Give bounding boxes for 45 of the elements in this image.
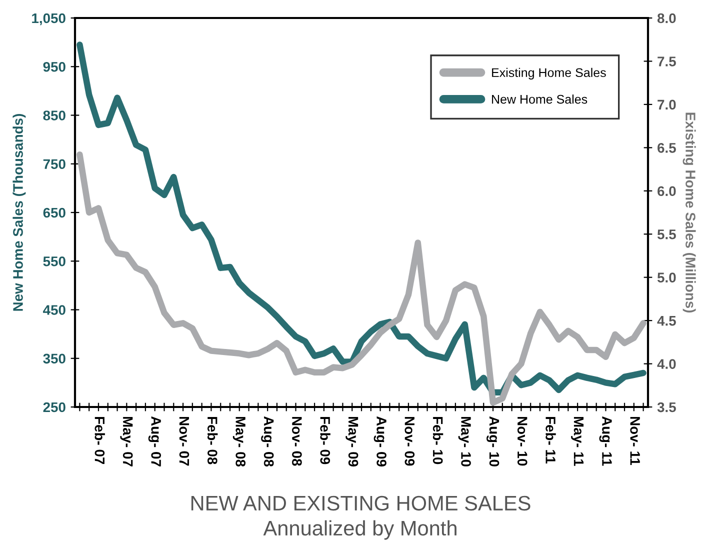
x-tick-label: Aug- 10 xyxy=(486,416,500,466)
text: Annualized by Month xyxy=(263,520,456,540)
x-tick-label: May- 07 xyxy=(120,416,133,466)
x-tick-label: Feb- 09 xyxy=(320,416,330,464)
y-tick-label: 650 xyxy=(43,208,66,218)
legend-label: New Home Sales xyxy=(492,94,588,104)
x-tick-label: Aug- 08 xyxy=(261,416,274,467)
x-tick-label: May- 11 xyxy=(571,416,584,466)
y-tick-label: 450 xyxy=(43,305,66,315)
y2-tick-label: 7.0 xyxy=(658,100,676,110)
y2-tick-label: 5.5 xyxy=(657,230,676,240)
x-tick-label: Feb- 11 xyxy=(546,416,556,464)
x-tick-label: May- 10 xyxy=(458,416,471,466)
y-tick-label: 350 xyxy=(43,354,66,364)
y2-axis-title: Existing Home Sales (Millions) xyxy=(682,112,696,313)
y-tick-label: 550 xyxy=(43,256,66,266)
x-tick-label: May- 08 xyxy=(232,416,246,467)
y2-tick-label: 7.5 xyxy=(658,56,676,66)
y2-tick-label: 3.5 xyxy=(657,402,676,412)
x-tick-label: Aug- 09 xyxy=(374,416,386,466)
y-tick-label: 750 xyxy=(43,159,66,170)
y2-tick-label: 4.5 xyxy=(657,316,676,326)
x-tick-label: Nov- 10 xyxy=(517,416,528,466)
y2-tick-label: 6.5 xyxy=(658,143,676,153)
y-tick-label: 950 xyxy=(43,62,66,72)
x-tick-label: May- 09 xyxy=(346,416,358,466)
legend-label: Existing Home Sales xyxy=(492,68,606,80)
y-tick-label: 250 xyxy=(43,402,66,412)
x-tick-label: Nov- 07 xyxy=(179,416,190,466)
y-tick-label: 1,050 xyxy=(32,13,66,26)
x-tick-label: Aug- 07 xyxy=(148,416,162,466)
text: NEW AND EXISTING HOME SALES xyxy=(191,496,530,511)
x-tick-label: Nov- 11 xyxy=(630,416,640,466)
x-tick-label: Feb- 08 xyxy=(207,416,218,464)
x-tick-label: Feb- 10 xyxy=(432,416,444,464)
x-tick-label: Nov- 08 xyxy=(292,416,302,466)
x-tick-label: Nov- 09 xyxy=(404,416,415,466)
y2-tick-label: 8.0 xyxy=(657,13,676,24)
x-tick-label: Feb- 07 xyxy=(94,416,105,464)
y2-tick-label: 4.0 xyxy=(657,359,676,369)
y2-tick-label: 6.0 xyxy=(658,186,676,196)
y2-tick-label: 5.0 xyxy=(657,272,676,283)
y-axis-title: New Home Sales (Thousands) xyxy=(12,114,26,311)
y-tick-label: 850 xyxy=(43,110,66,120)
x-tick-label: Aug- 11 xyxy=(599,416,612,466)
